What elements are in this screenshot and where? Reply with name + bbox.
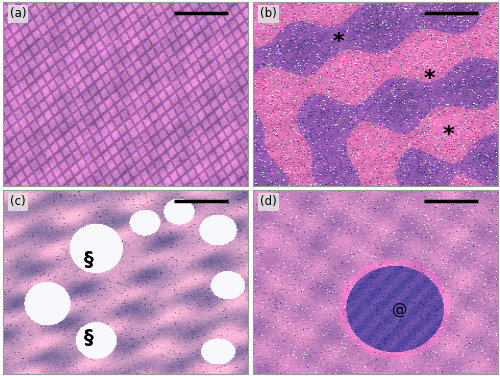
Text: *: * <box>332 32 344 52</box>
Text: *: * <box>442 124 454 144</box>
Text: (b): (b) <box>260 8 276 20</box>
Text: *: * <box>423 69 434 89</box>
Text: §: § <box>84 250 93 269</box>
Text: §: § <box>84 328 93 347</box>
Text: (c): (c) <box>10 196 26 208</box>
Text: (a): (a) <box>10 8 26 20</box>
Text: @: @ <box>392 302 407 317</box>
Text: (d): (d) <box>260 196 276 208</box>
